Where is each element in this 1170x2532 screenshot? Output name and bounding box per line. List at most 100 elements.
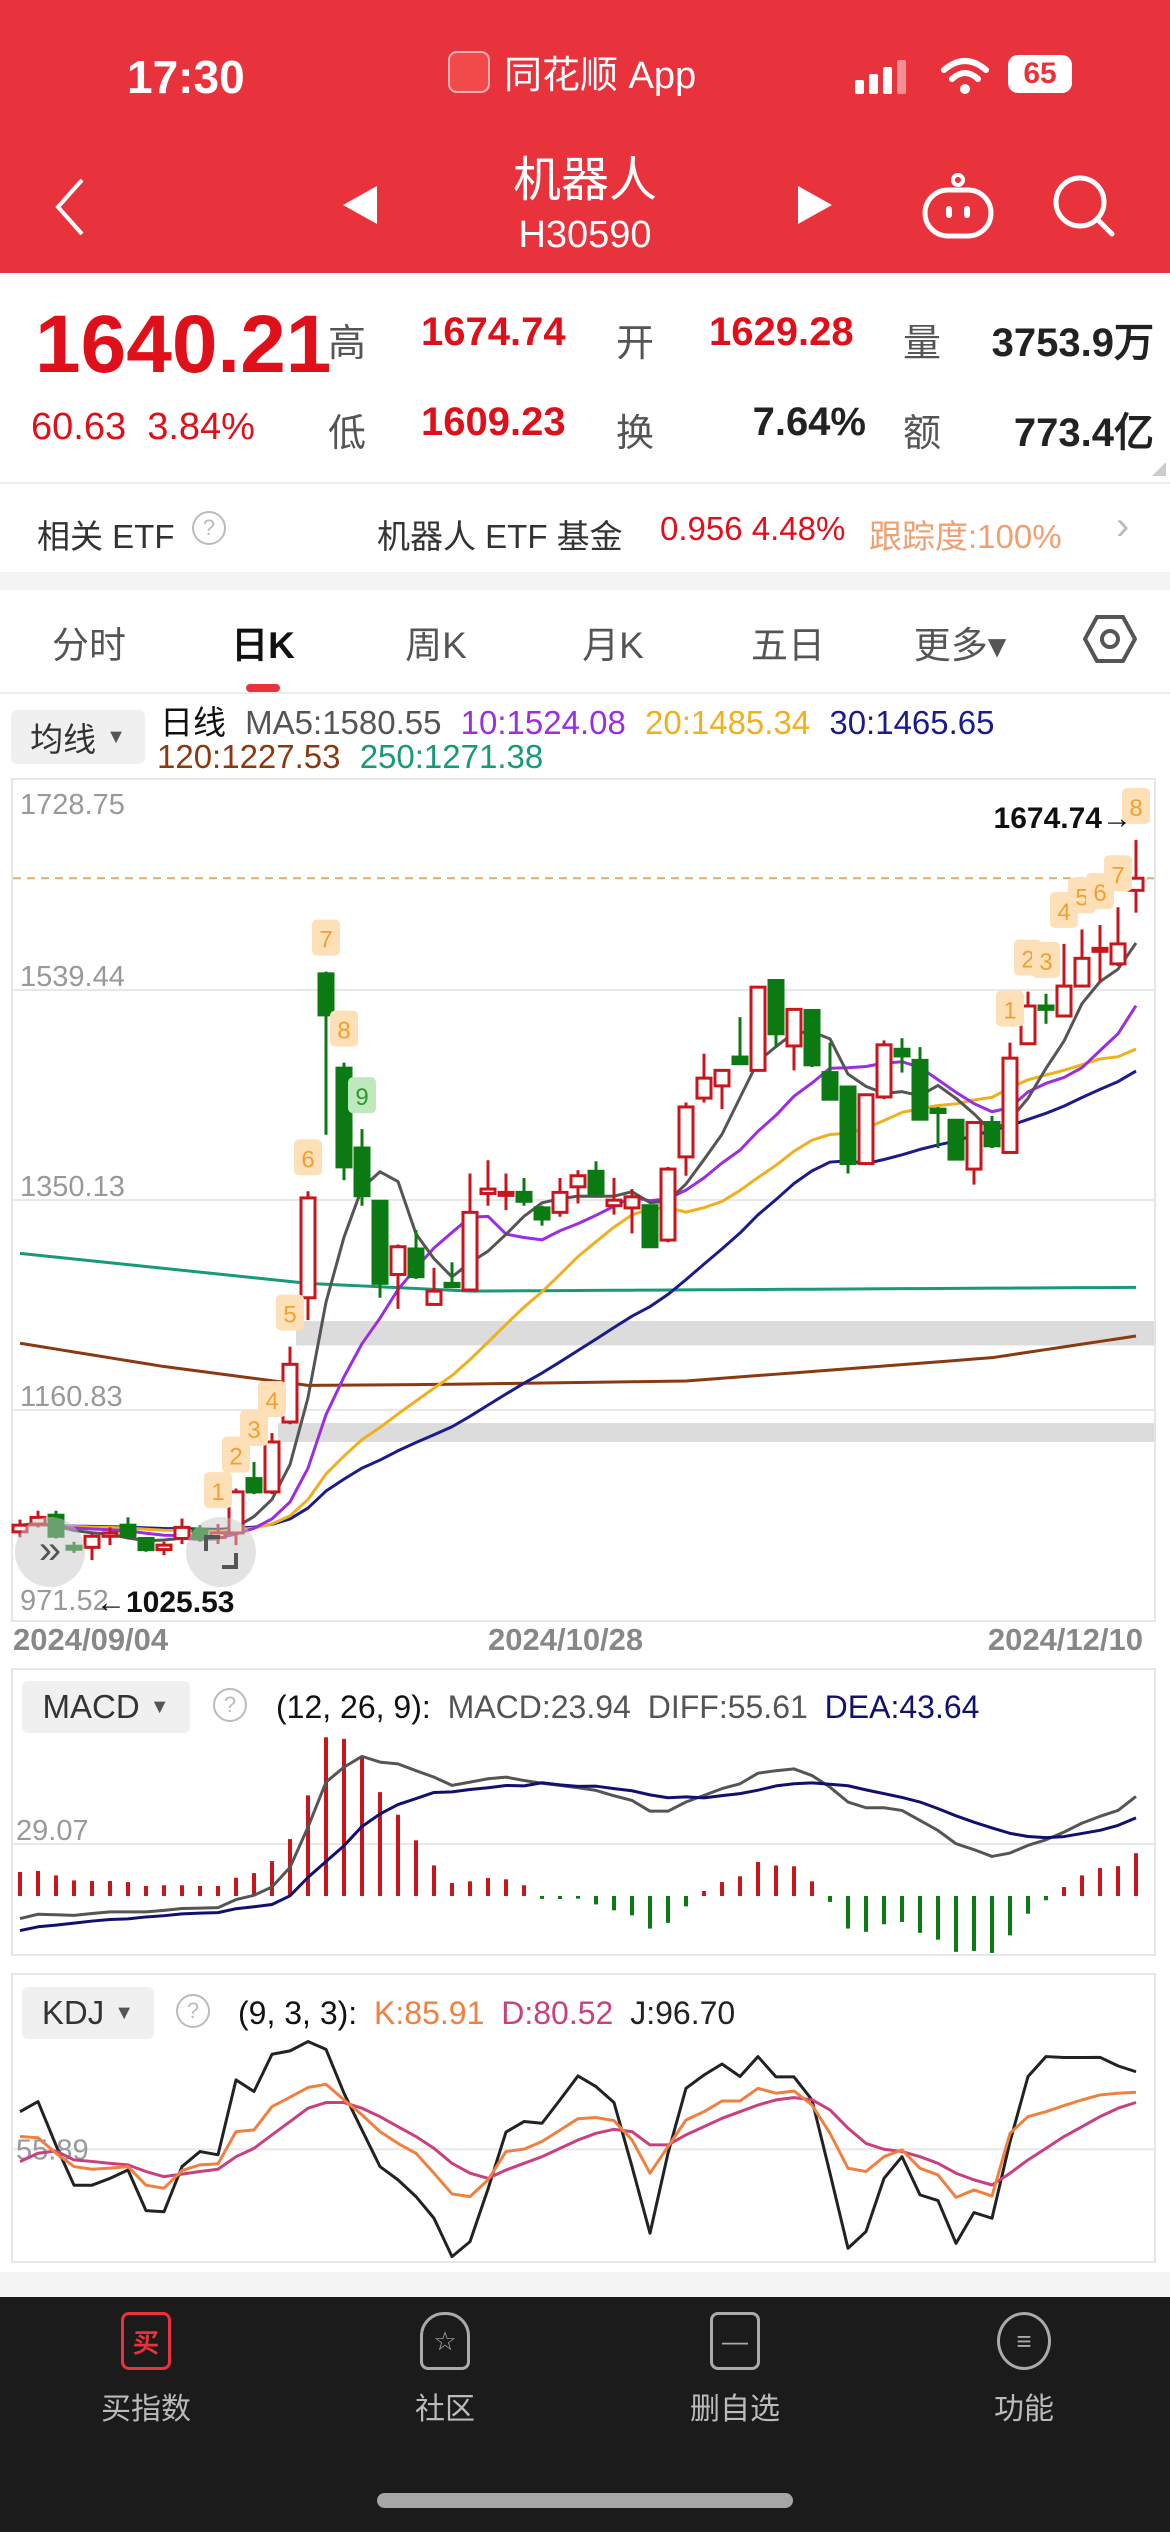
volume-value: 3753.9万	[991, 321, 1154, 365]
candle-down	[119, 1523, 137, 1538]
candle-down	[767, 979, 785, 1036]
candle-down	[803, 1008, 821, 1067]
price-gap-band	[278, 1423, 1154, 1442]
y-tick-label: 971.52	[20, 1585, 109, 1617]
sequence-label-badge	[204, 1472, 232, 1509]
settings-hexagon-icon[interactable]	[1083, 612, 1137, 666]
candle-down	[641, 1204, 659, 1249]
candle-up	[101, 1531, 119, 1538]
ma-selector-label: 均线	[30, 721, 97, 758]
sequence-label-text: 5	[283, 1302, 296, 1329]
status-time: 17:30	[127, 51, 245, 103]
sequence-label-badge	[312, 919, 340, 956]
sequence-label-badge	[1122, 787, 1150, 824]
kdj-selector-button[interactable]: KDJ ▼	[22, 1987, 154, 2039]
low-price-marker: ←1025.53	[96, 1586, 234, 1619]
ma250-line	[19, 1251, 1137, 1293]
kdj-help-icon[interactable]: ?	[176, 1994, 210, 2028]
tab-daily-k[interactable]: 日K	[231, 625, 295, 666]
price-gap-band	[296, 1321, 1154, 1346]
candle-down	[137, 1536, 155, 1552]
high-price-marker: 1674.74→	[994, 802, 1132, 835]
nav-community[interactable]: ☆ 社区	[345, 2312, 545, 2428]
help-icon[interactable]: ?	[192, 511, 226, 545]
candle-down	[245, 1477, 263, 1494]
chevron-right-icon: ›	[1116, 504, 1130, 548]
page-title: 机器人	[512, 154, 657, 207]
candle-up	[551, 1190, 569, 1214]
candle-up	[623, 1195, 641, 1210]
candle-down	[515, 1190, 533, 1203]
candle-down	[947, 1118, 965, 1161]
ma-legend-row1: 日线 MA5:1580.55 10:1524.08 20:1485.34 30:…	[160, 696, 995, 744]
app-return-pill[interactable]: 同花顺 App	[448, 44, 696, 99]
ma-selector-button[interactable]: 均线 ▼	[11, 710, 145, 764]
sequence-label-text: 3	[247, 1417, 260, 1444]
open-label: 开	[616, 323, 655, 365]
section-gap	[0, 2272, 1170, 2297]
back-chevron-icon[interactable]	[50, 176, 90, 238]
macd-value: MACD:23.94	[447, 1689, 631, 1725]
macd-help-icon[interactable]: ?	[213, 1688, 247, 1722]
candle-up	[1091, 946, 1109, 953]
related-etf-row[interactable]: 相关 ETF ? 机器人 ETF 基金 0.956 4.48% 跟踪度:100%…	[0, 484, 1170, 572]
sequence-label-text: 8	[1129, 795, 1142, 822]
prev-triangle-icon[interactable]	[343, 186, 377, 224]
low-value: 1609.23	[421, 400, 566, 444]
sequence-label-text: 4	[1057, 899, 1070, 926]
kdj-legend: (9, 3, 3): K:85.91 D:80.52 J:96.70	[238, 1995, 735, 2032]
j-line	[19, 2040, 1137, 2259]
candle-up	[155, 1543, 173, 1552]
high-value: 1674.74	[421, 310, 566, 354]
tab-five-day[interactable]: 五日	[751, 625, 825, 666]
diff-value: DIFF:55.61	[647, 1689, 808, 1725]
sequence-label-badge	[222, 1436, 250, 1473]
next-triangle-icon[interactable]	[798, 186, 832, 224]
sequence-label-text: 2	[229, 1444, 242, 1471]
candle-up	[965, 1120, 983, 1171]
dropdown-triangle-icon: ▼	[149, 1695, 170, 1718]
sequence-label-badge	[240, 1409, 268, 1446]
robot-assistant-icon[interactable]	[920, 172, 996, 240]
sequence-label-text: 2	[1021, 947, 1034, 974]
sequence-label-badge	[348, 1077, 376, 1114]
dea-line	[19, 1781, 1137, 1933]
macd-params: (12, 26, 9):	[276, 1689, 431, 1725]
j-value: J:96.70	[630, 1995, 736, 2031]
y-tick-label: 1350.13	[20, 1171, 125, 1203]
nav-label: 删自选	[690, 2393, 780, 2426]
tab-intraday[interactable]: 分时	[52, 625, 126, 666]
etf-name: 机器人 ETF 基金	[377, 518, 623, 555]
sequence-label-text: 3	[1039, 949, 1052, 976]
dropdown-triangle-icon: ▼	[114, 2001, 135, 2024]
tab-monthly-k[interactable]: 月K	[582, 625, 644, 666]
sequence-label-text: 4	[265, 1388, 278, 1415]
y-tick-label: 1728.75	[20, 789, 125, 821]
y-tick-label: 29.07	[16, 1815, 89, 1847]
expand-left-icon[interactable]: »	[15, 1517, 85, 1587]
candle-up	[857, 1093, 875, 1166]
wifi-icon	[941, 58, 989, 94]
nav-remove-watchlist[interactable]: — 删自选	[635, 2312, 835, 2428]
home-indicator[interactable]	[377, 2493, 793, 2508]
ma250-value: 250:1271.38	[359, 738, 544, 775]
tab-weekly-k[interactable]: 周K	[405, 625, 467, 666]
candle-up	[173, 1525, 191, 1540]
tab-more[interactable]: 更多▾	[913, 625, 1007, 666]
macd-chart: 29.07	[13, 1737, 1154, 1953]
candle-up	[713, 1068, 731, 1088]
sequence-label-text: 9	[355, 1084, 368, 1111]
nav-buy-index[interactable]: 买 买指数	[46, 2312, 246, 2428]
fullscreen-icon[interactable]	[186, 1517, 256, 1587]
expand-corner-icon[interactable]	[1152, 462, 1166, 476]
macd-selector-button[interactable]: MACD ▼	[22, 1681, 190, 1733]
kline-chart[interactable]: 1728.751539.441350.131160.83971.52123456…	[0, 778, 1170, 1622]
candle-down	[731, 1055, 749, 1066]
sequence-label-badge	[1032, 941, 1060, 978]
search-icon[interactable]	[1052, 174, 1122, 238]
candle-up	[659, 1167, 677, 1242]
nav-functions[interactable]: ≡ 功能	[924, 2312, 1124, 2428]
candle-up	[461, 1210, 479, 1292]
candle-down	[317, 972, 335, 1017]
functions-menu-icon: ≡	[997, 2312, 1051, 2370]
